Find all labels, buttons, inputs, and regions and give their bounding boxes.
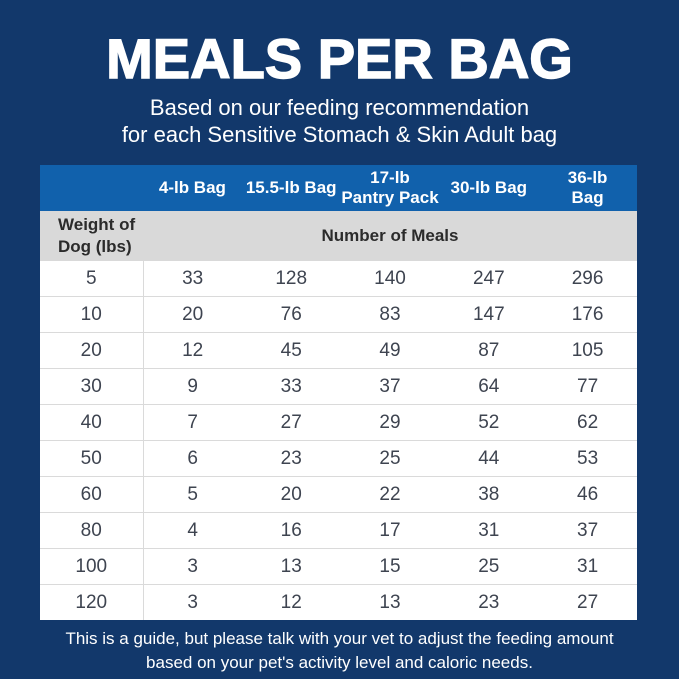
meals-cell: 147 [439, 296, 539, 333]
bag-size-header-row: 4-lb Bag 15.5-lb Bag 17-lb Pantry Pack 3… [40, 165, 637, 211]
meals-cell: 9 [143, 368, 242, 405]
table-row: 40 7 27 29 52 62 [40, 404, 637, 441]
weight-of-dog-header: Weight of Dog (lbs) [40, 211, 143, 261]
meals-cell: 23 [439, 584, 539, 620]
meals-cell: 247 [439, 261, 539, 297]
meals-cell: 27 [241, 404, 341, 441]
meals-cell: 15 [340, 548, 440, 585]
table-row: 10 20 76 83 147 176 [40, 296, 637, 333]
table-row: 20 12 45 49 87 105 [40, 332, 637, 369]
meals-cell: 62 [538, 404, 637, 441]
meals-cell: 13 [340, 584, 440, 620]
column-header-30lb: 30-lb Bag [439, 165, 539, 211]
table-row: 100 3 13 15 25 31 [40, 548, 637, 585]
meals-cell: 29 [340, 404, 440, 441]
meals-table: 4-lb Bag 15.5-lb Bag 17-lb Pantry Pack 3… [40, 165, 637, 620]
meals-cell: 45 [241, 332, 341, 369]
meals-cell: 27 [538, 584, 637, 620]
meals-cell: 25 [439, 548, 539, 585]
meals-cell: 37 [340, 368, 440, 405]
meals-cell: 49 [340, 332, 440, 369]
weight-cell: 20 [40, 332, 144, 369]
column-header-15lb: 15.5-lb Bag [241, 165, 341, 211]
meals-cell: 128 [241, 261, 341, 297]
meals-cell: 12 [241, 584, 341, 620]
column-header-36lb: 36-lb Bag [538, 165, 637, 211]
meals-cell: 13 [241, 548, 341, 585]
page-subtitle: Based on our feeding recommendation for … [0, 94, 679, 148]
table-row: 30 9 33 37 64 77 [40, 368, 637, 405]
meals-cell: 38 [439, 476, 539, 513]
subtitle-line-1: Based on our feeding recommendation [149, 95, 530, 120]
meals-cell: 53 [538, 440, 637, 477]
meals-cell: 23 [241, 440, 341, 477]
weight-cell: 120 [40, 584, 144, 620]
meals-cell: 87 [439, 332, 539, 369]
meals-cell: 140 [340, 261, 440, 297]
number-of-meals-header: Number of Meals [143, 211, 637, 261]
weight-cell: 5 [40, 261, 144, 297]
weight-cell: 60 [40, 476, 144, 513]
weight-cell: 40 [40, 404, 144, 441]
meals-cell: 37 [538, 512, 637, 549]
meals-cell: 31 [439, 512, 539, 549]
table-row: 50 6 23 25 44 53 [40, 440, 637, 477]
meals-cell: 22 [340, 476, 440, 513]
column-header-17lb: 17-lb Pantry Pack [340, 165, 440, 211]
meals-cell: 46 [538, 476, 637, 513]
table-row: 60 5 20 22 38 46 [40, 476, 637, 513]
meals-cell: 25 [340, 440, 440, 477]
meals-cell: 12 [143, 332, 242, 369]
table-row: 120 3 12 13 23 27 [40, 584, 637, 620]
meals-cell: 105 [538, 332, 637, 369]
meals-cell: 7 [143, 404, 242, 441]
meals-cell: 3 [143, 584, 242, 620]
meals-cell: 3 [143, 548, 242, 585]
footer-note-line-1: This is a guide, but please talk with yo… [65, 629, 614, 648]
table-row: 5 33 128 140 247 296 [40, 261, 637, 297]
subtitle-line-2: for each Sensitive Stomach & Skin Adult … [121, 122, 558, 147]
meals-cell: 4 [143, 512, 242, 549]
corner-cell [40, 165, 143, 211]
meals-cell: 296 [538, 261, 637, 297]
meals-table-container: 4-lb Bag 15.5-lb Bag 17-lb Pantry Pack 3… [40, 165, 637, 620]
weight-cell: 100 [40, 548, 144, 585]
meals-cell: 176 [538, 296, 637, 333]
footer-note-line-2: based on your pet's activity level and c… [146, 653, 533, 672]
meals-cell: 5 [143, 476, 242, 513]
meals-cell: 77 [538, 368, 637, 405]
meals-cell: 83 [340, 296, 440, 333]
meals-cell: 6 [143, 440, 242, 477]
sub-header-row: Weight of Dog (lbs) Number of Meals [40, 211, 637, 261]
meals-cell: 52 [439, 404, 539, 441]
weight-cell: 30 [40, 368, 144, 405]
column-header-4lb: 4-lb Bag [143, 165, 242, 211]
meals-cell: 64 [439, 368, 539, 405]
meals-cell: 76 [241, 296, 341, 333]
table-body: 5 33 128 140 247 296 10 20 76 83 147 176 20 12 45 49 87 1… [40, 261, 637, 620]
meals-cell: 33 [143, 261, 242, 297]
meals-cell: 20 [241, 476, 341, 513]
meals-cell: 17 [340, 512, 440, 549]
footer-note: This is a guide, but please talk with yo… [0, 627, 679, 675]
meals-cell: 31 [538, 548, 637, 585]
meals-cell: 33 [241, 368, 341, 405]
meals-cell: 16 [241, 512, 341, 549]
table-row: 80 4 16 17 31 37 [40, 512, 637, 549]
weight-cell: 80 [40, 512, 144, 549]
weight-cell: 50 [40, 440, 144, 477]
meals-cell: 44 [439, 440, 539, 477]
page-title: MEALS PER BAG [105, 27, 573, 90]
meals-cell: 20 [143, 296, 242, 333]
weight-cell: 10 [40, 296, 144, 333]
